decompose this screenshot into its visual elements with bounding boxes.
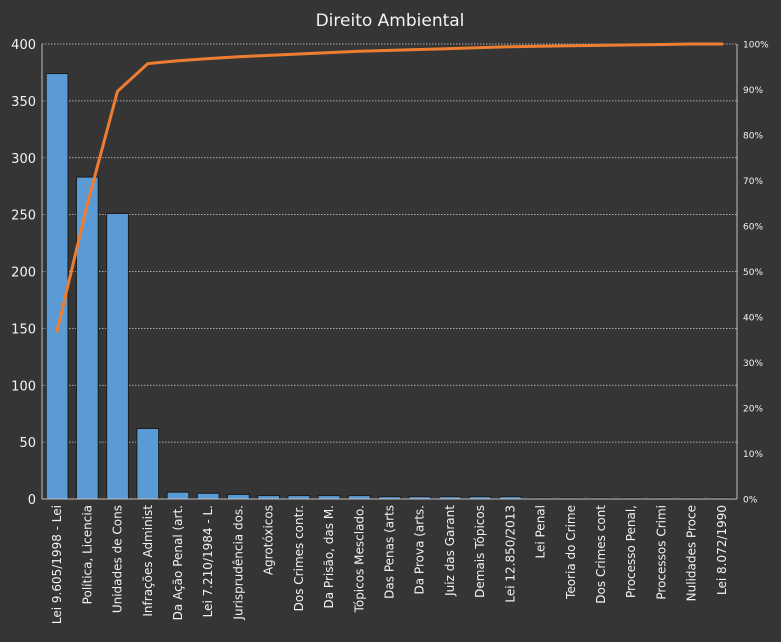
bar xyxy=(227,493,250,500)
x-tick-label: Tópicos Mesclado. xyxy=(352,505,366,613)
bar xyxy=(106,212,129,500)
y2-tick-label: 90% xyxy=(743,86,763,96)
x-tick-label: Da Prisão, das M. xyxy=(322,505,336,608)
y2-tick-label: 20% xyxy=(743,405,763,415)
y2-tick-label: 80% xyxy=(743,132,763,142)
y-tick-label: 50 xyxy=(19,436,36,451)
y-tick-label: 150 xyxy=(11,322,36,337)
x-tick-label: Demais Tópicos xyxy=(473,505,487,598)
y2-tick-label: 100% xyxy=(743,41,769,51)
x-tick-label: Infrações Administ xyxy=(141,505,155,617)
y2-tick-label: 40% xyxy=(743,314,763,324)
y-tick-label: 0 xyxy=(28,493,36,508)
x-tick-label: Agrotóxicos xyxy=(262,505,276,575)
bar xyxy=(196,492,220,500)
x-tick-label: Da Prova (arts. xyxy=(413,505,427,594)
x-tick-label: Lei 9.605/1998 - Lei xyxy=(50,505,64,624)
bar xyxy=(347,495,371,500)
bar xyxy=(317,495,341,500)
y2-tick-label: 50% xyxy=(743,268,763,278)
x-tick-label: Unidades de Cons xyxy=(111,505,125,613)
y2-tick-label: 70% xyxy=(743,177,763,187)
x-tick-label: Processos Crimi xyxy=(654,505,668,600)
x-tick-label: Política, Licencia xyxy=(80,505,94,604)
y-tick-label: 250 xyxy=(11,209,36,224)
x-tick-label: Lei 8.072/1990 xyxy=(715,505,729,595)
x-tick-label: Das Penas (arts xyxy=(383,505,397,599)
y-tick-label: 300 xyxy=(11,152,36,167)
x-tick-label: Processo Penal, xyxy=(624,505,638,598)
x-tick-label: Dos Crimes contr. xyxy=(292,505,306,611)
x-tick-label: Dos Crimes cont xyxy=(594,505,608,604)
x-tick-label: Lei 7.210/1984 - L. xyxy=(201,505,215,617)
bar xyxy=(166,491,190,500)
x-tick-label: Da Ação Penal (art. xyxy=(171,505,185,620)
y-tick-label: 100 xyxy=(11,379,36,394)
y2-tick-label: 60% xyxy=(743,223,763,233)
bar xyxy=(136,427,160,500)
x-tick-label: Jurisprudência dos. xyxy=(231,505,245,621)
cumulative-line xyxy=(55,42,724,333)
x-tick-label: Lei Penal xyxy=(534,505,548,559)
bar xyxy=(45,73,69,500)
bar xyxy=(287,495,311,500)
y-tick-label: 350 xyxy=(11,95,36,110)
bar xyxy=(75,176,99,500)
chart-title: Direito Ambiental xyxy=(316,11,465,31)
x-tick-label: Teoria do Crime xyxy=(564,505,578,600)
x-tick-label: Nulidades Proce xyxy=(685,505,699,601)
y2-tick-label: 10% xyxy=(743,450,763,460)
y-tick-label: 400 xyxy=(11,38,36,53)
y2-tick-label: 0% xyxy=(743,496,758,506)
y2-tick-label: 30% xyxy=(743,359,763,369)
bar xyxy=(257,495,281,500)
x-tick-label: Lei 12.850/2013 xyxy=(503,505,517,603)
x-tick-label: Juiz das Garant xyxy=(443,505,457,597)
y-tick-label: 200 xyxy=(11,266,36,281)
